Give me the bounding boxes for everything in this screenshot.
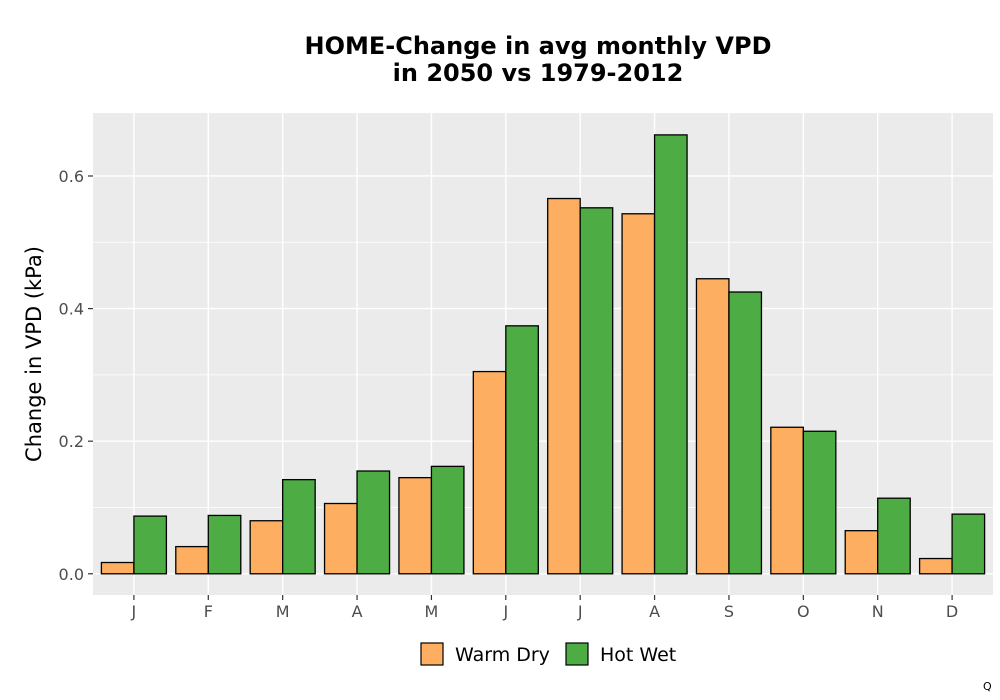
x-tick-label: N [872, 602, 884, 621]
x-tick-label: J [577, 602, 583, 621]
bar-hot-wet [282, 478, 316, 575]
x-tick-label: S [724, 602, 734, 621]
corner-label: Q [983, 680, 992, 693]
x-tick-label: J [131, 602, 137, 621]
y-tick-label: 0.0 [59, 565, 84, 584]
bar-warm-dry [249, 520, 284, 575]
x-tick-label: J [502, 602, 508, 621]
legend: Warm Dry Hot Wet [420, 642, 676, 666]
legend-key-hot-wet [565, 642, 589, 666]
chart-title-line-1: HOME-Change in avg monthly VPD [304, 32, 771, 60]
bar-warm-dry [323, 502, 358, 575]
y-axis-title: Change in VPD (kPa) [22, 246, 46, 462]
legend-label-warm-dry: Warm Dry [455, 644, 550, 666]
bar-hot-wet [951, 513, 986, 575]
x-tick-label: A [352, 602, 363, 621]
bar-warm-dry [695, 278, 730, 575]
x-tick-label: D [946, 602, 958, 621]
y-axis: 0.0 0.2 0.4 0.6 [59, 167, 93, 584]
bar-warm-dry [621, 213, 656, 575]
bar-hot-wet [653, 134, 688, 575]
bar-warm-dry [100, 561, 135, 575]
y-tick-label: 0.2 [59, 432, 84, 451]
bar-warm-dry [398, 476, 433, 575]
x-tick-label: F [204, 602, 213, 621]
bars [100, 134, 986, 575]
bar-warm-dry [547, 197, 581, 575]
x-tick-label: O [797, 602, 810, 621]
x-tick-label: M [276, 602, 290, 621]
chart-title-line-2: in 2050 vs 1979-2012 [393, 59, 684, 87]
bar-hot-wet [356, 470, 391, 575]
y-tick-label: 0.4 [59, 300, 84, 319]
legend-label-hot-wet: Hot Wet [600, 644, 676, 666]
y-tick-label: 0.6 [59, 167, 84, 186]
bar-hot-wet [133, 515, 168, 575]
bar-warm-dry [472, 370, 507, 575]
bar-warm-dry [918, 557, 953, 575]
bar-warm-dry [844, 530, 879, 575]
x-tick-label: M [425, 602, 439, 621]
bar-hot-wet [877, 497, 911, 575]
bar-hot-wet [207, 514, 242, 575]
bar-hot-wet [728, 291, 763, 575]
bar-hot-wet [802, 430, 837, 575]
bar-hot-wet [430, 465, 465, 575]
x-tick-label: A [649, 602, 660, 621]
bar-hot-wet [579, 207, 614, 575]
bar-warm-dry [175, 545, 209, 575]
bar-warm-dry [770, 426, 804, 575]
legend-key-warm-dry [420, 642, 444, 666]
plot-panel [93, 113, 993, 595]
bar-hot-wet [505, 325, 539, 575]
